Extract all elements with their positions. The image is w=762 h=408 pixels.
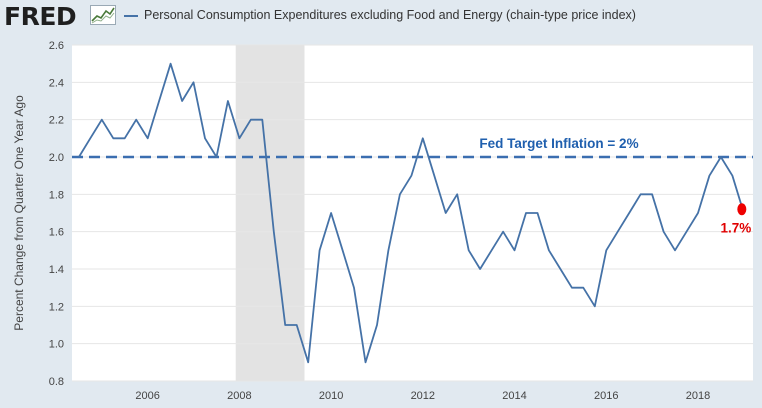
plot-background — [72, 45, 753, 381]
x-tick-label: 2010 — [319, 390, 343, 402]
y-tick-label: 2.2 — [49, 115, 64, 127]
x-tick-label: 2014 — [502, 390, 526, 402]
y-tick-label: 2.0 — [49, 152, 64, 164]
x-axis-ticks: 2006 2008 2010 2012 2014 2016 2018 — [135, 390, 710, 402]
y-tick-label: 1.4 — [49, 264, 64, 276]
chart-header: FRED Personal Consumption Expenditures e… — [0, 0, 762, 34]
y-tick-label: 1.8 — [49, 189, 64, 201]
y-tick-label: 1.6 — [49, 227, 64, 239]
y-tick-label: 2.4 — [49, 77, 64, 89]
legend-swatch — [124, 15, 138, 17]
y-axis-ticks: 0.8 1.0 1.2 1.4 1.6 1.8 2.0 2.2 2.4 2.6 — [49, 40, 64, 388]
fred-logo: FRED — [4, 2, 77, 31]
x-tick-label: 2018 — [686, 390, 710, 402]
latest-value-label: 1.7% — [720, 220, 751, 235]
x-tick-label: 2006 — [135, 390, 159, 402]
latest-value-dot — [737, 203, 747, 216]
y-axis-label: Percent Change from Quarter One Year Ago — [12, 95, 26, 331]
recession-shading — [235, 45, 305, 381]
legend-series-name: Personal Consumption Expenditures exclud… — [144, 8, 636, 22]
y-tick-label: 2.6 — [49, 40, 64, 52]
fed-target-label: Fed Target Inflation = 2% — [479, 136, 638, 151]
y-tick-label: 1.0 — [49, 339, 64, 351]
y-tick-label: 0.8 — [49, 376, 64, 388]
x-tick-label: 2012 — [411, 390, 435, 402]
y-tick-label: 1.2 — [49, 301, 64, 313]
x-tick-label: 2016 — [594, 390, 618, 402]
series-line — [78, 62, 745, 364]
line-chart-icon — [90, 5, 116, 25]
x-tick-label: 2008 — [227, 390, 251, 402]
